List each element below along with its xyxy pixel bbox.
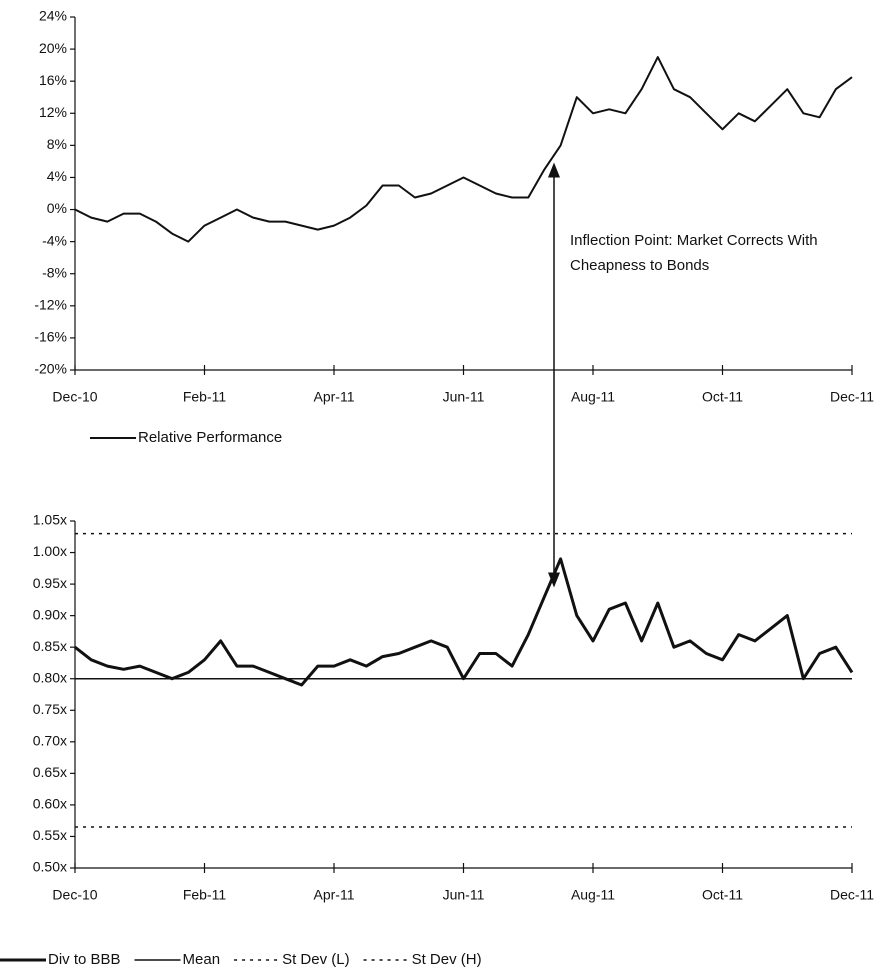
y-tick-label: 0.85x (33, 638, 67, 654)
x-tick-label: Feb-11 (183, 887, 227, 903)
y-tick-label: 0.80x (33, 669, 67, 685)
x-tick-label: Apr-11 (314, 887, 355, 903)
y-tick-label: -16% (34, 329, 67, 345)
data-line (74, 557, 854, 687)
x-tick-label: Jun-11 (443, 389, 485, 405)
x-tick-label: Oct-11 (702, 887, 743, 903)
legend-label: Relative Performance (138, 429, 282, 446)
y-tick-label: 0.55x (33, 827, 67, 843)
y-tick-label: 0.75x (33, 701, 67, 717)
x-tick-label: Dec-11 (830, 389, 874, 405)
legend-label: St Dev (H) (412, 951, 482, 968)
legend-label: St Dev (L) (282, 951, 350, 968)
y-tick-label: 0.65x (33, 764, 67, 780)
y-tick-label: 0.90x (33, 606, 67, 622)
x-tick-label: Dec-10 (52, 389, 97, 405)
y-tick-label: 0.50x (33, 859, 67, 875)
data-line (74, 56, 853, 243)
y-tick-label: 16% (39, 72, 67, 88)
y-tick-label: 1.00x (33, 543, 67, 559)
x-tick-label: Apr-11 (314, 389, 355, 405)
y-tick-label: 24% (39, 8, 67, 24)
x-tick-label: Oct-11 (702, 389, 743, 405)
x-tick-label: Aug-11 (571, 887, 615, 903)
y-tick-label: 1.05x (33, 512, 67, 528)
y-tick-label: -12% (34, 297, 67, 313)
y-tick-label: -20% (34, 361, 67, 377)
legend-label: Mean (183, 951, 221, 968)
x-tick-label: Jun-11 (443, 887, 485, 903)
x-tick-label: Aug-11 (571, 389, 615, 405)
y-tick-label: -4% (42, 232, 67, 248)
x-tick-label: Dec-11 (830, 887, 874, 903)
y-tick-label: 0.70x (33, 733, 67, 749)
y-tick-label: -8% (42, 264, 67, 280)
y-tick-label: 0.95x (33, 575, 67, 591)
y-tick-label: 12% (39, 104, 67, 120)
y-tick-label: 8% (47, 136, 67, 152)
y-tick-label: 20% (39, 40, 67, 56)
y-tick-label: 0% (47, 200, 67, 216)
annotation: Inflection Point: Market Corrects With C… (570, 232, 818, 274)
x-tick-label: Dec-10 (52, 887, 97, 903)
y-tick-label: 4% (47, 168, 67, 184)
legend-label: Div to BBB (48, 951, 121, 968)
x-tick-label: Feb-11 (183, 389, 227, 405)
y-tick-label: 0.60x (33, 796, 67, 812)
